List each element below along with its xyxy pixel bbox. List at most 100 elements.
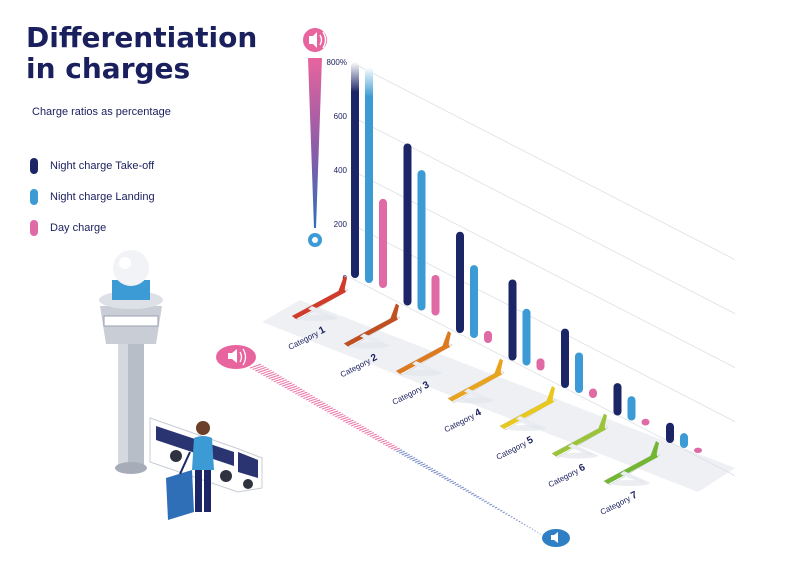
y-tick-label: 400: [334, 166, 348, 175]
volume-tick: [425, 466, 431, 470]
volume-tick: [385, 442, 393, 447]
volume-tick: [430, 469, 436, 473]
volume-tick: [369, 433, 377, 438]
volume-tick: [505, 513, 508, 515]
volume-scale: [249, 363, 541, 535]
volume-tick: [473, 494, 477, 497]
volume-tick: [382, 441, 390, 445]
airplane-icon: [603, 441, 661, 486]
legend-label-takeoff: Night charge Take-off: [50, 159, 155, 172]
volume-tick: [350, 422, 359, 427]
volume-tick: [366, 432, 375, 436]
volume-tick: [374, 436, 382, 441]
volume-tick: [342, 418, 352, 422]
volume-tick: [401, 452, 408, 456]
volume-tick: [289, 386, 300, 392]
category-label: Category 4: [442, 407, 483, 435]
volume-tick: [412, 458, 418, 462]
category-label-number: 1: [317, 324, 327, 337]
loud-speaker-icon: [216, 345, 256, 369]
plane-wing: [620, 471, 646, 483]
volume-tick: [300, 393, 311, 398]
volume-tick: [361, 428, 370, 433]
category-label-prefix: Category: [495, 438, 530, 462]
bar-landing: [470, 265, 478, 338]
volume-tick: [444, 477, 449, 480]
volume-tick: [481, 499, 485, 502]
volume-tick: [279, 380, 290, 386]
plane-stripe: [396, 343, 450, 374]
plane-tail: [650, 441, 659, 457]
bar-day: [694, 447, 702, 453]
bar-fade: [365, 67, 373, 97]
plane-wing: [464, 388, 490, 401]
planes: [291, 276, 661, 486]
control-tower-illustration: [99, 250, 163, 474]
volume-tick: [358, 427, 367, 431]
volume-tick: [497, 508, 500, 511]
volume-tick: [457, 485, 462, 488]
grid-line: [350, 169, 736, 368]
volume-tick: [478, 497, 482, 500]
bar-takeoff: [351, 62, 359, 278]
bar-landing: [575, 352, 583, 393]
plane-stripe: [500, 398, 554, 429]
chart-legend: Night charge Take-off Night charge Landi…: [30, 150, 155, 243]
traveller-illustration: [166, 421, 214, 520]
volume-tick: [470, 492, 475, 495]
grid-line: [350, 61, 736, 260]
plane-shadow: [558, 452, 598, 459]
volume-tick: [287, 385, 298, 390]
plane-shadow: [402, 370, 442, 376]
category-label: Category 6: [546, 462, 587, 490]
volume-tick: [281, 382, 293, 387]
volume-tick: [265, 372, 277, 378]
title-line-2: in charges: [26, 52, 191, 85]
plane-shadow: [454, 397, 494, 404]
plane-tail: [546, 386, 555, 402]
category-label-prefix: Category: [599, 493, 634, 517]
volume-tick: [356, 425, 364, 430]
bar-landing: [680, 433, 688, 448]
volume-tick: [332, 411, 341, 416]
volume-tick: [340, 416, 349, 421]
category-label: Category 5: [494, 434, 535, 462]
plane-tail: [338, 276, 347, 292]
plane-tail: [390, 303, 399, 320]
volume-tick: [292, 388, 303, 393]
legend-item-day: Day charge: [30, 212, 155, 243]
category-label-prefix: Category: [391, 383, 426, 407]
plane-stripe: [552, 425, 606, 457]
plane-wing: [308, 306, 334, 318]
volume-tick: [316, 402, 326, 407]
category-label-prefix: Category: [443, 411, 478, 435]
airplane-icon: [291, 276, 349, 321]
volume-tick: [422, 464, 429, 468]
volume-tick: [268, 374, 280, 380]
plane-stripe: [448, 370, 502, 402]
volume-tick: [396, 449, 403, 453]
volume-tick: [475, 495, 480, 498]
volume-tick: [420, 463, 426, 466]
bar-day: [536, 358, 545, 371]
volume-tick: [380, 439, 388, 444]
volume-tick: [438, 474, 444, 477]
volume-tick: [318, 404, 329, 409]
plane-wing: [360, 333, 386, 346]
plane-wing: [568, 443, 594, 456]
plane-shadow: [610, 480, 650, 486]
volume-tick: [433, 471, 439, 474]
plane-tail: [494, 358, 503, 375]
volume-tick: [313, 400, 323, 406]
volume-tick: [513, 517, 516, 520]
volume-tick: [518, 520, 521, 523]
page-title: Differentiation in charges: [26, 22, 286, 84]
volume-tick: [297, 391, 308, 396]
airplane-icon: [343, 303, 401, 349]
plane-shadow: [506, 425, 546, 431]
airplane-icon: [447, 358, 505, 404]
volume-tick: [305, 396, 316, 401]
category-label: Category 7: [598, 489, 639, 517]
volume-tick: [252, 365, 264, 371]
